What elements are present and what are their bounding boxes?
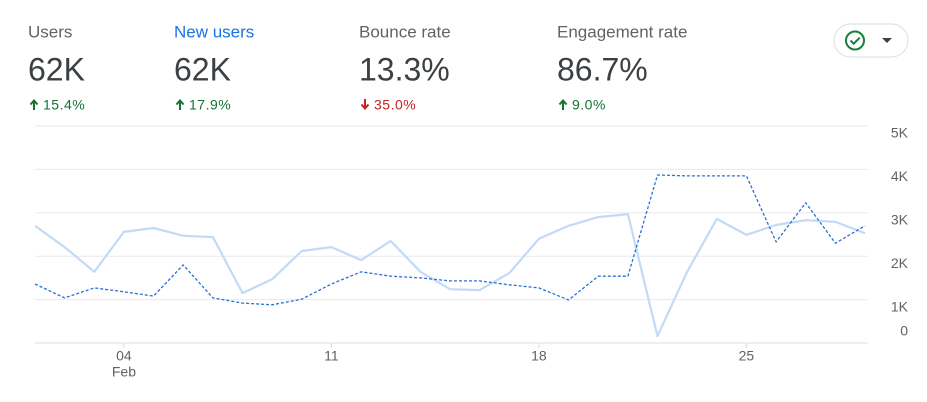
metric-value: 62K <box>28 51 85 87</box>
metric-change: 17.9% <box>189 97 231 113</box>
metric-label[interactable]: Engagement rate <box>557 22 687 41</box>
x-sublabel: Feb <box>112 364 136 380</box>
metric-label[interactable]: Bounce rate <box>359 22 451 41</box>
dropdown-caret[interactable] <box>882 38 892 43</box>
y-tick-label: 1K <box>891 298 909 314</box>
y-tick-label: 4K <box>891 168 909 184</box>
metric-label[interactable]: New users <box>174 22 254 41</box>
metric-value: 86.7% <box>557 51 648 87</box>
compare-button[interactable] <box>833 23 909 58</box>
trend-arrow <box>360 99 370 111</box>
metric-label[interactable]: Users <box>28 22 72 41</box>
check-mark[interactable] <box>849 36 861 46</box>
trend-arrow <box>29 98 39 110</box>
x-tick-label: 18 <box>531 348 547 364</box>
metric-value: 13.3% <box>359 51 450 87</box>
series-line <box>34 174 866 306</box>
metric-change: 35.0% <box>374 97 416 113</box>
y-tick-label: 5K <box>891 125 909 141</box>
y-tick-label: 0 <box>900 323 908 339</box>
trend-arrow <box>558 98 568 110</box>
x-tick-label: 11 <box>324 348 339 364</box>
metric-change: 15.4% <box>43 97 85 113</box>
y-tick-label: 2K <box>891 255 909 271</box>
metric-change: 9.0% <box>572 97 606 113</box>
check-icon[interactable] <box>845 30 865 51</box>
series-line <box>34 213 866 338</box>
x-tick-label: 04 <box>116 348 132 364</box>
trend-arrow <box>175 98 185 110</box>
y-tick-label: 3K <box>891 212 909 228</box>
metric-value: 62K <box>174 51 231 87</box>
x-tick-label: 25 <box>739 348 755 364</box>
